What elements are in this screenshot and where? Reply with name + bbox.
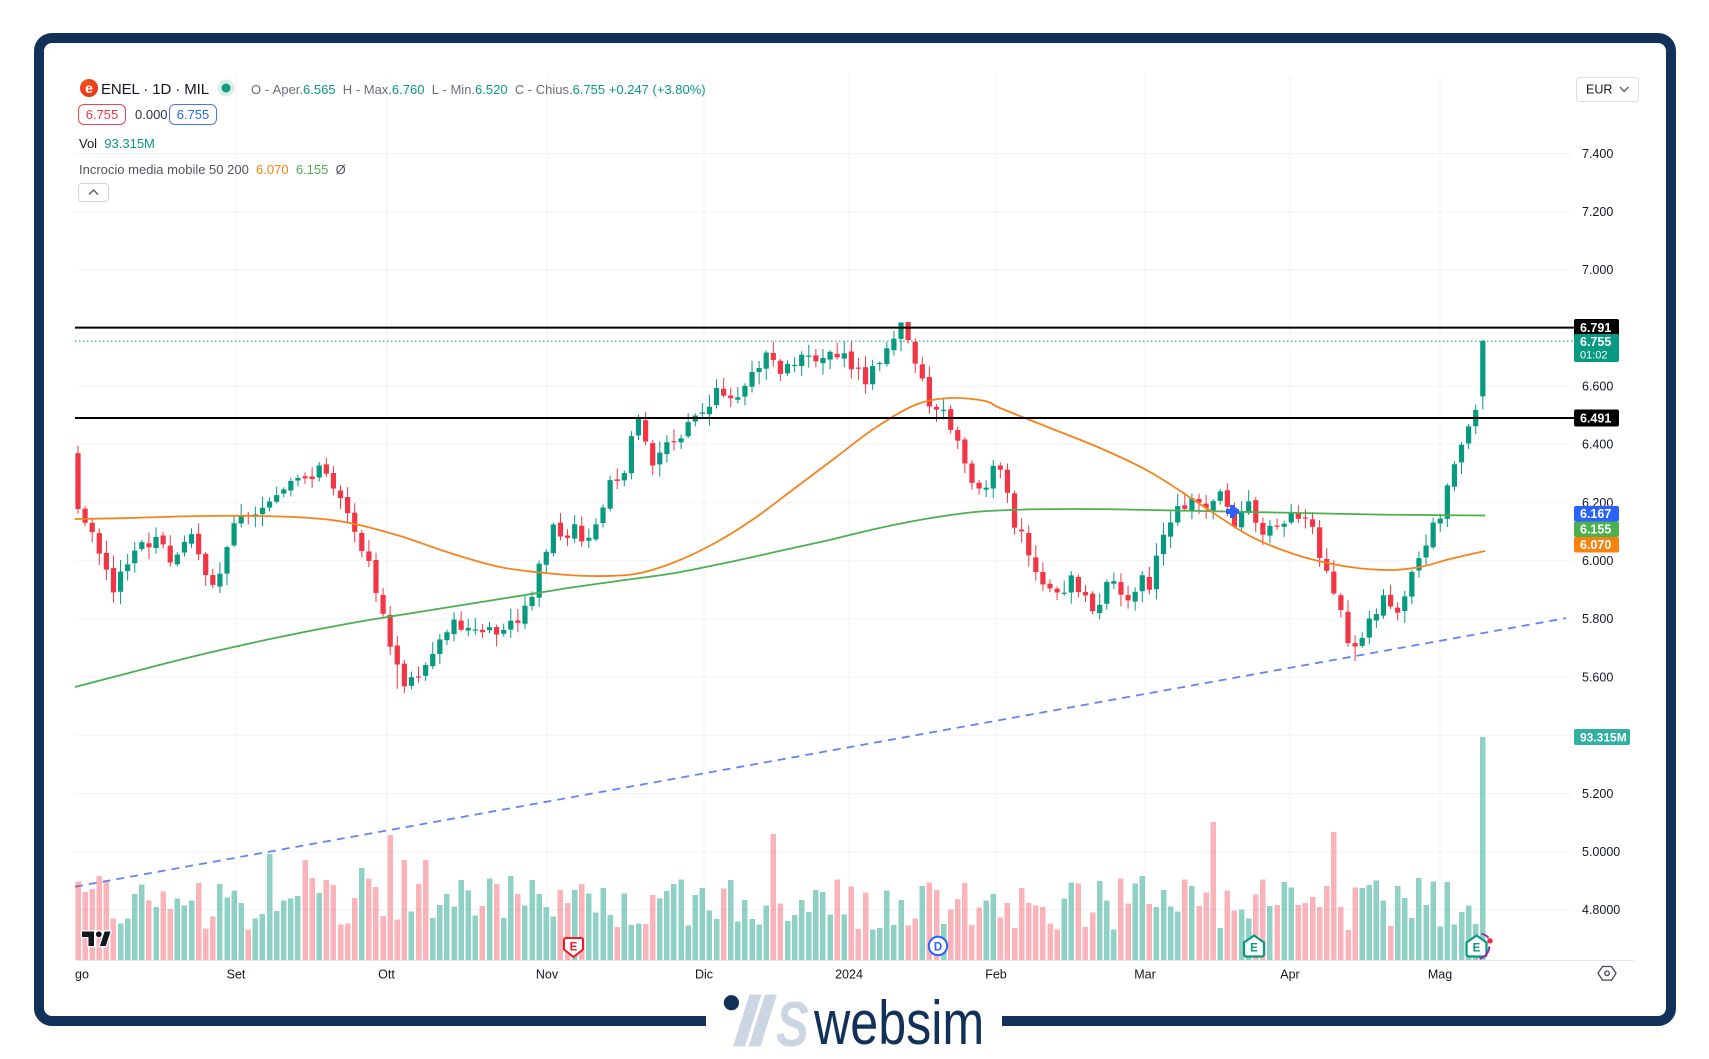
svg-text:6.400: 6.400	[1582, 438, 1613, 452]
svg-text:E: E	[1473, 943, 1481, 955]
svg-text:6.600: 6.600	[1582, 380, 1613, 394]
svg-text:Feb: Feb	[985, 968, 1007, 982]
svg-text:7.200: 7.200	[1582, 205, 1613, 219]
svg-text:Ott: Ott	[378, 968, 395, 982]
svg-text:5.800: 5.800	[1582, 612, 1613, 626]
svg-text:6.155: 6.155	[1580, 523, 1611, 537]
svg-text:4.8000: 4.8000	[1582, 903, 1620, 917]
svg-text:EUR: EUR	[1586, 83, 1612, 97]
svg-text:Mag: Mag	[1428, 968, 1452, 982]
svg-text:6.791: 6.791	[1580, 321, 1611, 335]
svg-text:Dic: Dic	[695, 968, 713, 982]
svg-text:7.400: 7.400	[1582, 147, 1613, 161]
svg-text:6.000: 6.000	[1582, 554, 1613, 568]
svg-text:93.315M: 93.315M	[1580, 730, 1627, 744]
svg-text:6.755: 6.755	[1580, 335, 1611, 349]
svg-text:5.600: 5.600	[1582, 670, 1613, 684]
svg-text:E: E	[570, 942, 578, 954]
svg-text:Mar: Mar	[1134, 968, 1156, 982]
svg-text:5.200: 5.200	[1582, 787, 1613, 801]
svg-text:7.000: 7.000	[1582, 263, 1613, 277]
svg-text:6.070: 6.070	[1580, 538, 1611, 552]
svg-text:5.0000: 5.0000	[1582, 845, 1620, 859]
svg-text:Set: Set	[227, 968, 246, 982]
svg-text:6.167: 6.167	[1580, 507, 1611, 521]
svg-text:Nov: Nov	[536, 968, 559, 982]
svg-text:01:02: 01:02	[1580, 350, 1608, 362]
svg-text:S: S	[776, 989, 809, 1050]
svg-text:Apr: Apr	[1280, 968, 1299, 982]
svg-text:6.491: 6.491	[1580, 411, 1611, 425]
svg-text:go: go	[75, 968, 89, 982]
svg-text:D: D	[934, 942, 942, 954]
svg-text:E: E	[1250, 943, 1258, 955]
svg-text:2024: 2024	[835, 968, 863, 982]
